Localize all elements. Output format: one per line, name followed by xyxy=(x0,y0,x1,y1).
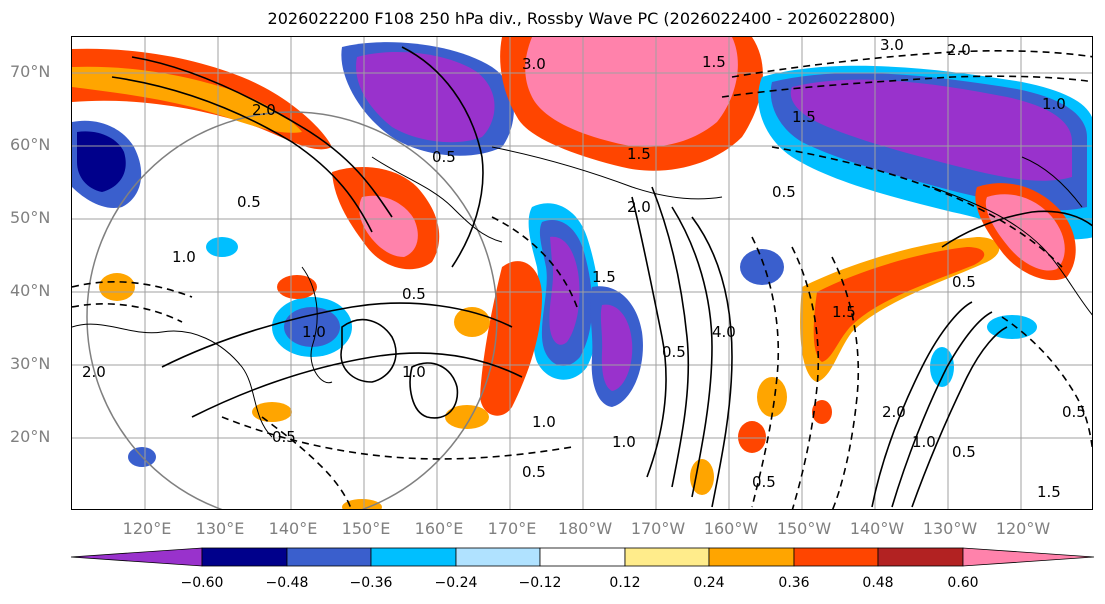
contour-label: 4.0 xyxy=(712,323,736,341)
lat-label-40n: 40°N xyxy=(10,281,51,300)
map-svg: 3.0 2.0 1.5 2.0 3.0 1.5 1.0 1.5 0.5 2.0 … xyxy=(72,37,1092,509)
contour-label: 0.5 xyxy=(237,193,261,211)
lon-label: 130°W xyxy=(922,519,978,538)
lon-label: 140°E xyxy=(268,519,318,538)
colorbar-segment xyxy=(962,547,1095,567)
lat-label-20n: 20°N xyxy=(10,427,51,446)
contour-label: 0.5 xyxy=(1062,403,1086,421)
graticule xyxy=(72,37,1092,509)
contour-label: 1.5 xyxy=(592,268,616,286)
contour-label: 1.0 xyxy=(402,363,426,381)
colorbar-tick: −0.60 xyxy=(180,575,224,591)
contour-label: 1.0 xyxy=(172,248,196,266)
colorbar-tick: −0.36 xyxy=(349,575,393,591)
contour-label: 1.5 xyxy=(792,108,816,126)
contour-label: 0.5 xyxy=(272,428,296,446)
colorbar-tick: 0.36 xyxy=(778,575,810,591)
dashed-contours xyxy=(72,50,1092,509)
contour-label: 2.0 xyxy=(252,101,276,119)
lon-label: 140°W xyxy=(849,519,905,538)
coastlines xyxy=(72,146,1092,438)
contour-label: 0.5 xyxy=(662,343,686,361)
lon-label: 130°E xyxy=(195,519,245,538)
contour-label: 0.5 xyxy=(402,285,426,303)
contour-label: 1.0 xyxy=(302,323,326,341)
contour-label: 0.5 xyxy=(952,273,976,291)
lat-label-50n: 50°N xyxy=(10,208,51,227)
colorbar-tick: 0.60 xyxy=(947,575,979,591)
contour-label: 2.0 xyxy=(882,403,906,421)
contour-label: 2.0 xyxy=(627,198,651,216)
contour-label: 1.5 xyxy=(832,303,856,321)
contour-label: 2.0 xyxy=(82,363,106,381)
figure-title: 2026022200 F108 250 hPa div., Rossby Wav… xyxy=(267,9,896,28)
colorbar-segment xyxy=(793,547,879,567)
colorbar-tick: −0.24 xyxy=(434,575,478,591)
lat-label-30n: 30°N xyxy=(10,354,51,373)
lon-label: 150°E xyxy=(341,519,391,538)
colorbar-segment xyxy=(877,547,964,567)
contour-label: 0.5 xyxy=(432,148,456,166)
colorbar-segment xyxy=(70,547,203,567)
colorbar-tick: 0.24 xyxy=(693,575,725,591)
contour-label: 0.5 xyxy=(752,473,776,491)
lon-label: 150°W xyxy=(776,519,832,538)
highlight-circle xyxy=(86,111,498,509)
contour-label: 1.5 xyxy=(1037,483,1061,501)
contour-label: 1.5 xyxy=(627,145,651,163)
contour-label: 0.5 xyxy=(772,183,796,201)
colorbar-tick: 0.12 xyxy=(609,575,641,591)
lon-label: 170°W xyxy=(630,519,686,538)
lon-label: 120°E xyxy=(122,519,172,538)
contours xyxy=(111,46,1092,508)
colorbar-tick: 0.48 xyxy=(862,575,894,591)
colorbar-segment xyxy=(708,547,795,567)
contour-label: 0.5 xyxy=(522,463,546,481)
colorbar-segment xyxy=(370,547,457,567)
lon-label: 120°W xyxy=(995,519,1051,538)
lon-label: 180°W xyxy=(557,519,613,538)
contour-label: 3.0 xyxy=(522,55,546,73)
divergence-shading xyxy=(72,37,1092,509)
colorbar-segment xyxy=(201,547,288,567)
contour-label: 1.0 xyxy=(1042,95,1066,113)
contour-label: 1.0 xyxy=(912,433,936,451)
lon-label: 160°W xyxy=(703,519,759,538)
colorbar-segment xyxy=(539,547,626,567)
colorbar-tick: −0.12 xyxy=(518,575,562,591)
lat-label-70n: 70°N xyxy=(10,62,51,81)
lon-label: 160°E xyxy=(414,519,464,538)
contour-label: 1.5 xyxy=(702,53,726,71)
contour-label: 1.0 xyxy=(612,433,636,451)
contour-label: 2.0 xyxy=(947,41,971,59)
colorbar-segment xyxy=(455,547,541,567)
contour-label: 1.0 xyxy=(532,413,556,431)
contour-label: 0.5 xyxy=(952,443,976,461)
contour-label: 3.0 xyxy=(880,37,904,54)
lat-label-60n: 60°N xyxy=(10,135,51,154)
contour-labels: 3.0 2.0 1.5 2.0 3.0 1.5 1.0 1.5 0.5 2.0 … xyxy=(82,37,1086,501)
lon-label: 170°E xyxy=(487,519,537,538)
map-panel[interactable]: 3.0 2.0 1.5 2.0 3.0 1.5 1.0 1.5 0.5 2.0 … xyxy=(71,36,1093,510)
colorbar-tick: −0.48 xyxy=(265,575,309,591)
colorbar-segment xyxy=(624,547,710,567)
colorbar-segment xyxy=(286,547,372,567)
